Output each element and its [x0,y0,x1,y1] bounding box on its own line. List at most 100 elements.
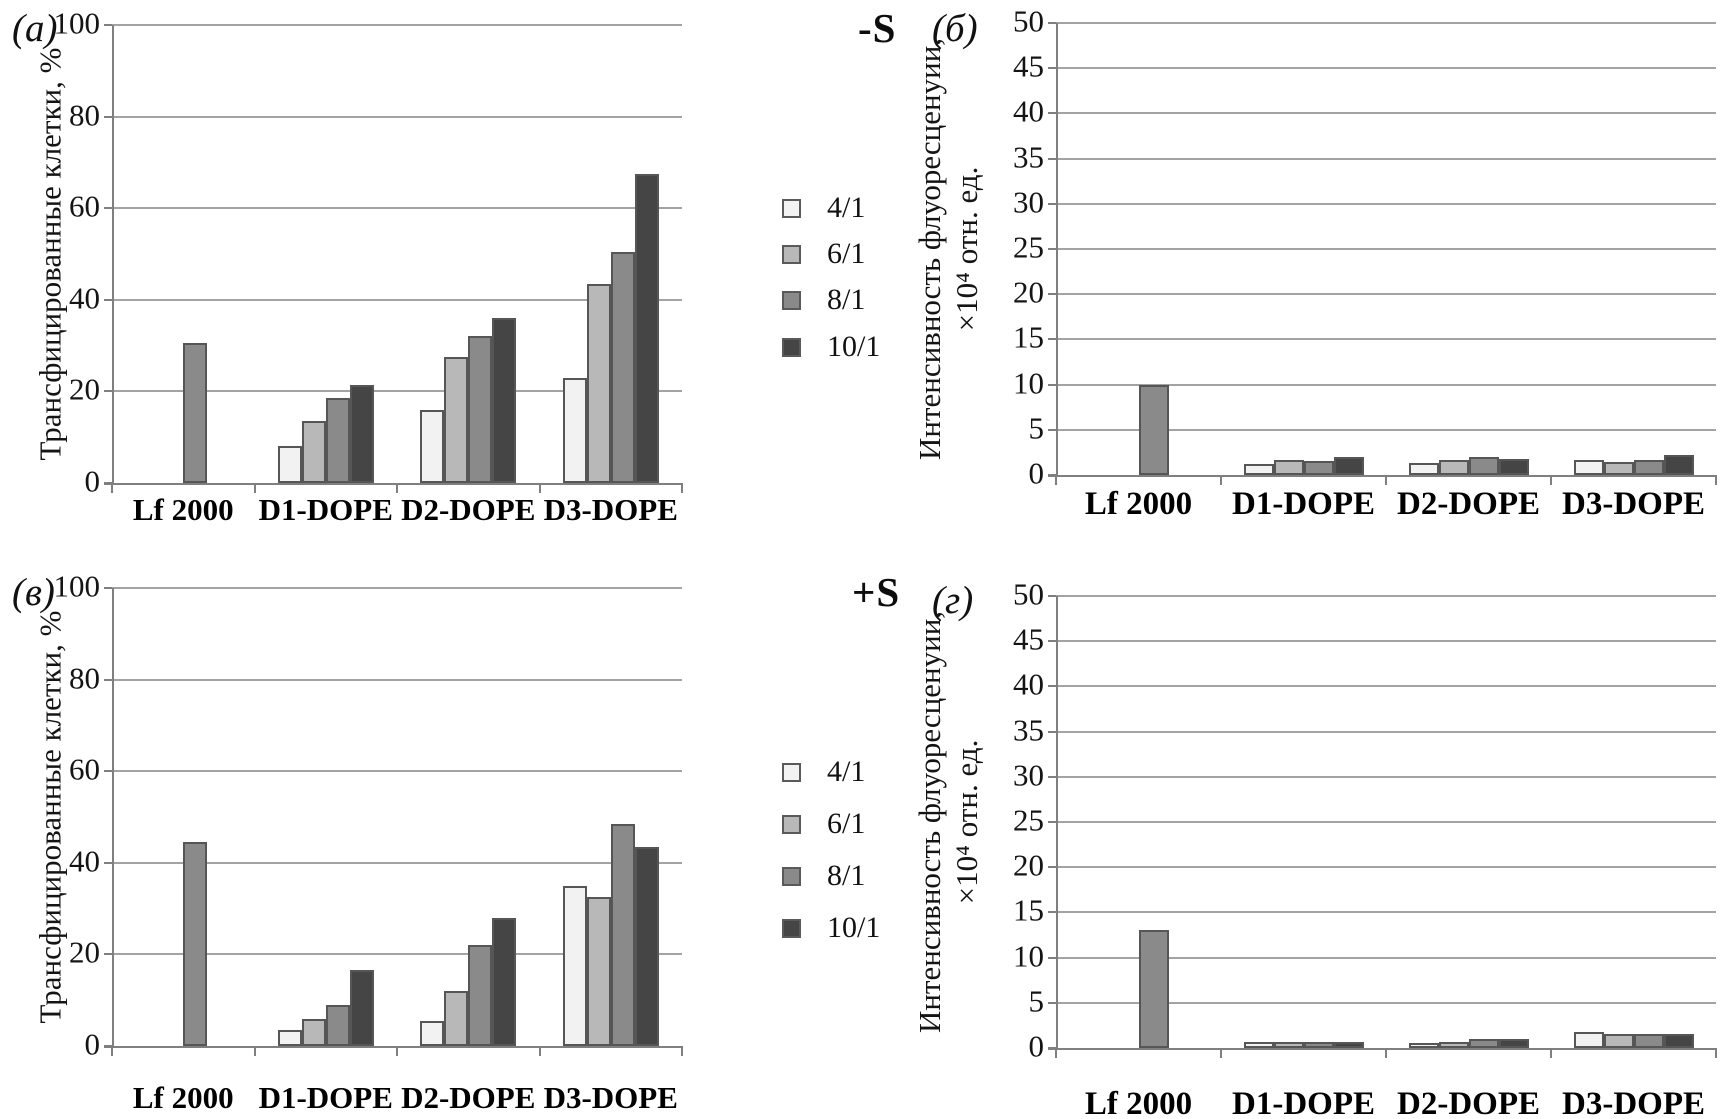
y-tick-label: 25 [1013,802,1044,838]
y-tick-mark [1048,1001,1056,1004]
y-tick-mark [1048,383,1056,386]
panel-letter-g: (г) [932,579,974,622]
y-tick-label: 40 [1013,666,1044,702]
gridline [1056,248,1716,250]
legend-item-4-1: 4/1 [782,755,865,789]
bar-g-D1-DOPE-8/1 [1303,1041,1334,1048]
gridline [1056,202,1716,205]
bar-a-D2-DOPE-8/1 [468,336,493,483]
bar-b-D1-DOPE-10/1 [1333,456,1364,475]
bar-v-D3-DOPE-10/1 [634,846,659,1046]
bar-g-D3-DOPE-4/1 [1573,1031,1604,1048]
y-tick-label: 20 [1013,274,1044,310]
y-tick-mark [1048,67,1056,70]
x-tick-mark [681,483,683,493]
bar-a-D1-DOPE-10/1 [349,384,374,483]
y-tick-mark [1048,428,1056,431]
x-category-label: Lf 2000 [132,1080,234,1115]
x-axis-line [1048,1048,1716,1050]
y-tick-label: 0 [1028,455,1045,491]
x-category-label: D1-DOPE [1232,486,1375,522]
y-tick-label: 45 [1013,621,1044,657]
legend-label-4-1: 4/1 [827,755,866,788]
y-tick-label: 50 [1013,3,1044,39]
gridline [1056,595,1716,597]
legend-label-6-1: 6/1 [827,807,866,840]
gridline [1056,911,1716,914]
x-axis-line [104,1046,682,1048]
legend-item-10-1: 10/1 [782,330,880,364]
y-tick-mark [104,587,112,589]
bar-a-D1-DOPE-6/1 [301,421,326,483]
bar-b-D3-DOPE-10/1 [1663,455,1694,475]
legend-label-6-1: 6/1 [827,237,866,270]
gridline [1056,157,1716,160]
bar-g-D2-DOPE-6/1 [1438,1041,1469,1048]
y-tick-label: 5 [1028,983,1045,1019]
y-tick-label: 5 [1028,410,1045,446]
y-tick-label: 10 [1013,365,1044,401]
y-tick-mark [1048,112,1056,115]
y-tick-mark [104,207,112,210]
bar-b-D1-DOPE-8/1 [1303,461,1334,475]
y-axis-line [1056,23,1058,477]
x-tick-mark [1550,475,1552,485]
y-tick-label: 35 [1013,712,1044,748]
legend-label-4-1: 4/1 [827,191,866,224]
legend-swatch-6-1 [782,814,801,834]
bar-v-D2-DOPE-10/1 [492,917,517,1046]
x-axis-line [1048,475,1716,477]
bar-b-D2-DOPE-10/1 [1498,458,1529,475]
y-tick-label: 20 [1013,847,1044,883]
y-tick-label: 15 [1013,892,1044,928]
y-tick-mark [1048,202,1056,205]
bar-v-D1-DOPE-10/1 [349,970,374,1046]
bar-g-D1-DOPE-4/1 [1243,1041,1274,1048]
y-tick-label: 100 [53,568,101,604]
bar-g-D2-DOPE-4/1 [1408,1043,1439,1048]
y-tick-mark [1048,595,1056,597]
bar-b-D1-DOPE-6/1 [1273,459,1304,475]
legend-label-8-1: 8/1 [827,283,866,316]
bar-b-D2-DOPE-6/1 [1438,459,1469,475]
y-tick-label: 20 [69,371,100,407]
condition-label-minus-s: -S [858,5,897,51]
y-tick-mark [104,861,112,864]
gridline [1056,112,1716,115]
legend-item-10-1: 10/1 [782,911,880,945]
y-tick-mark [104,678,112,681]
x-tick-mark [1055,475,1057,485]
x-category-label: D2-DOPE [1397,486,1540,522]
y-tick-mark [1048,338,1056,341]
y-tick-label: 40 [1013,93,1044,129]
gridline [1056,428,1716,431]
y-tick-mark [1048,821,1056,823]
y-tick-label: 30 [1013,757,1044,793]
x-tick-mark [538,483,541,493]
x-tick-mark [253,483,256,493]
bar-v-D1-DOPE-6/1 [301,1018,326,1046]
x-tick-mark [253,1046,256,1056]
x-category-label: D3-DOPE [1562,1086,1705,1119]
gridline [112,24,682,26]
y-tick-mark [1048,293,1056,296]
y-tick-label: 80 [69,660,100,696]
bar-g-D1-DOPE-6/1 [1273,1041,1304,1048]
y-tick-label: 10 [1013,938,1044,974]
bar-v-D2-DOPE-4/1 [420,1020,445,1046]
x-tick-mark [111,483,113,493]
x-tick-mark [1385,475,1387,485]
x-category-label: D2-DOPE [401,1080,536,1115]
y-tick-label: 50 [1013,576,1044,612]
gridline [112,207,682,210]
y-tick-label: 80 [69,97,100,133]
y-tick-label: 45 [1013,48,1044,84]
bar-v-Lf 2000-8/1 [183,842,208,1046]
x-category-label: Lf 2000 [132,492,234,527]
bar-b-D1-DOPE-4/1 [1243,464,1274,475]
y-tick-label: 0 [1028,1028,1045,1064]
y-tick-label: 40 [69,280,100,316]
y-axis-line [112,588,114,1048]
